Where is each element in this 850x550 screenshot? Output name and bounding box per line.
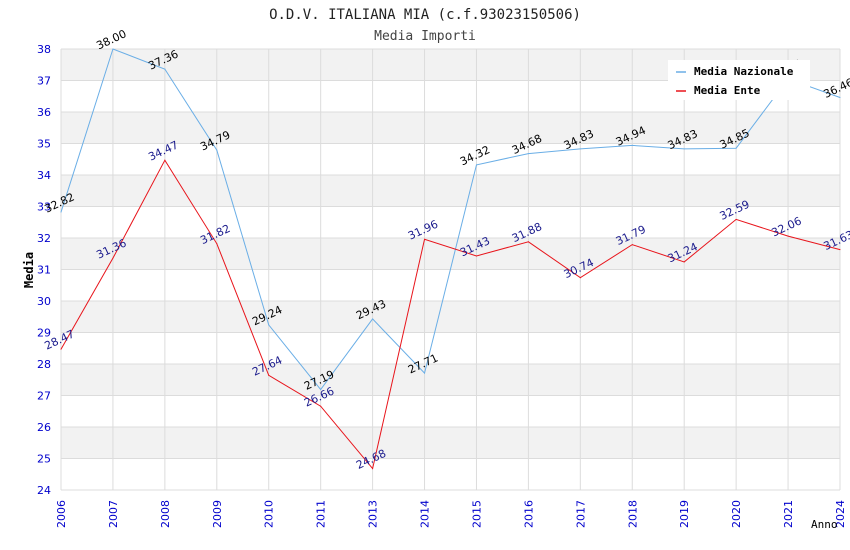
x-tick-label: 2013: [367, 500, 380, 528]
y-tick-label: 27: [37, 390, 51, 403]
y-tick-label: 29: [37, 327, 51, 340]
x-tick-label: 2015: [470, 500, 483, 528]
data-point: [527, 153, 529, 155]
y-tick-label: 38: [37, 43, 51, 56]
x-tick-label: 2009: [211, 500, 224, 528]
x-tick-label: 2014: [419, 500, 432, 528]
series-line-nazionale: [60, 48, 841, 391]
y-tick-label: 34: [37, 169, 51, 182]
y-tick-label: 28: [37, 358, 51, 371]
data-point: [424, 372, 426, 374]
y-tick-label: 30: [37, 295, 51, 308]
y-axis-label: Media: [22, 252, 36, 288]
data-point: [216, 149, 218, 151]
data-point: [579, 148, 581, 150]
data-point: [839, 249, 841, 251]
x-tick-label: 2020: [730, 500, 743, 528]
y-tick-label: 33: [37, 201, 51, 214]
plot-band: [61, 238, 840, 270]
data-point: [735, 218, 737, 220]
chart-subtitle: Media Importi: [374, 29, 476, 44]
data-point: [164, 68, 166, 70]
series-line-ente: [60, 159, 841, 470]
x-tick-label: 2019: [678, 500, 691, 528]
data-point: [527, 241, 529, 243]
data-point: [268, 324, 270, 326]
data-point: [683, 148, 685, 150]
data-point: [631, 244, 633, 246]
data-point: [735, 147, 737, 149]
y-tick-label: 35: [37, 138, 51, 151]
x-tick-label: 2024: [834, 500, 847, 528]
data-point: [60, 348, 62, 350]
x-tick-label: 2011: [315, 500, 328, 528]
plot-band: [61, 175, 840, 207]
y-tick-label: 25: [37, 453, 51, 466]
data-label: 34.32: [458, 143, 492, 168]
x-tick-label: 2021: [782, 500, 795, 528]
plot-band: [61, 427, 840, 459]
data-point: [631, 144, 633, 146]
data-label: 32.82: [42, 190, 76, 215]
data-point: [683, 261, 685, 263]
data-point: [475, 164, 477, 166]
data-point: [839, 97, 841, 99]
data-point: [475, 255, 477, 257]
x-tick-label: 2018: [626, 500, 639, 528]
x-axis-ticks: 2006 2007 2008 2009 2010 2011 2013 2014 2015 2016…: [55, 500, 847, 528]
y-tick-label: 26: [37, 421, 51, 434]
data-point: [268, 374, 270, 376]
legend-label-ente: Media Ente: [694, 84, 761, 97]
legend: Media Nazionale Media Ente: [668, 60, 810, 100]
series-lines: [60, 48, 841, 470]
x-tick-label: 2007: [107, 500, 120, 528]
data-point: [787, 235, 789, 237]
data-point: [112, 48, 114, 50]
data-point: [320, 405, 322, 407]
y-tick-label: 37: [37, 75, 51, 88]
plot-band: [61, 364, 840, 396]
plot-band: [61, 112, 840, 144]
y-tick-label: 31: [37, 264, 51, 277]
y-tick-label: 24: [37, 484, 51, 497]
x-tick-label: 2008: [159, 500, 172, 528]
plot-band: [61, 301, 840, 333]
data-point: [372, 318, 374, 320]
data-point: [164, 159, 166, 161]
legend-label-nazionale: Media Nazionale: [694, 65, 794, 78]
x-tick-label: 2010: [263, 500, 276, 528]
data-point: [579, 277, 581, 279]
data-point: [320, 389, 322, 391]
y-axis-ticks: 24 25 26 27 28 29 30 31 32 33 34 35 36 37 38: [37, 43, 51, 497]
y-tick-label: 36: [37, 106, 51, 119]
data-point: [60, 211, 62, 213]
data-point: [372, 468, 374, 470]
x-axis-label: Anno: [811, 518, 838, 531]
data-point: [112, 257, 114, 259]
y-tick-label: 32: [37, 232, 51, 245]
data-point: [424, 238, 426, 240]
data-point: [216, 243, 218, 245]
plot-bands: [61, 49, 840, 459]
x-tick-label: 2017: [574, 500, 587, 528]
legend-box: [668, 60, 810, 100]
chart-title: O.D.V. ITALIANA MIA (c.f.93023150506): [269, 7, 581, 23]
x-tick-label: 2016: [522, 500, 535, 528]
x-tick-label: 2006: [55, 500, 68, 528]
